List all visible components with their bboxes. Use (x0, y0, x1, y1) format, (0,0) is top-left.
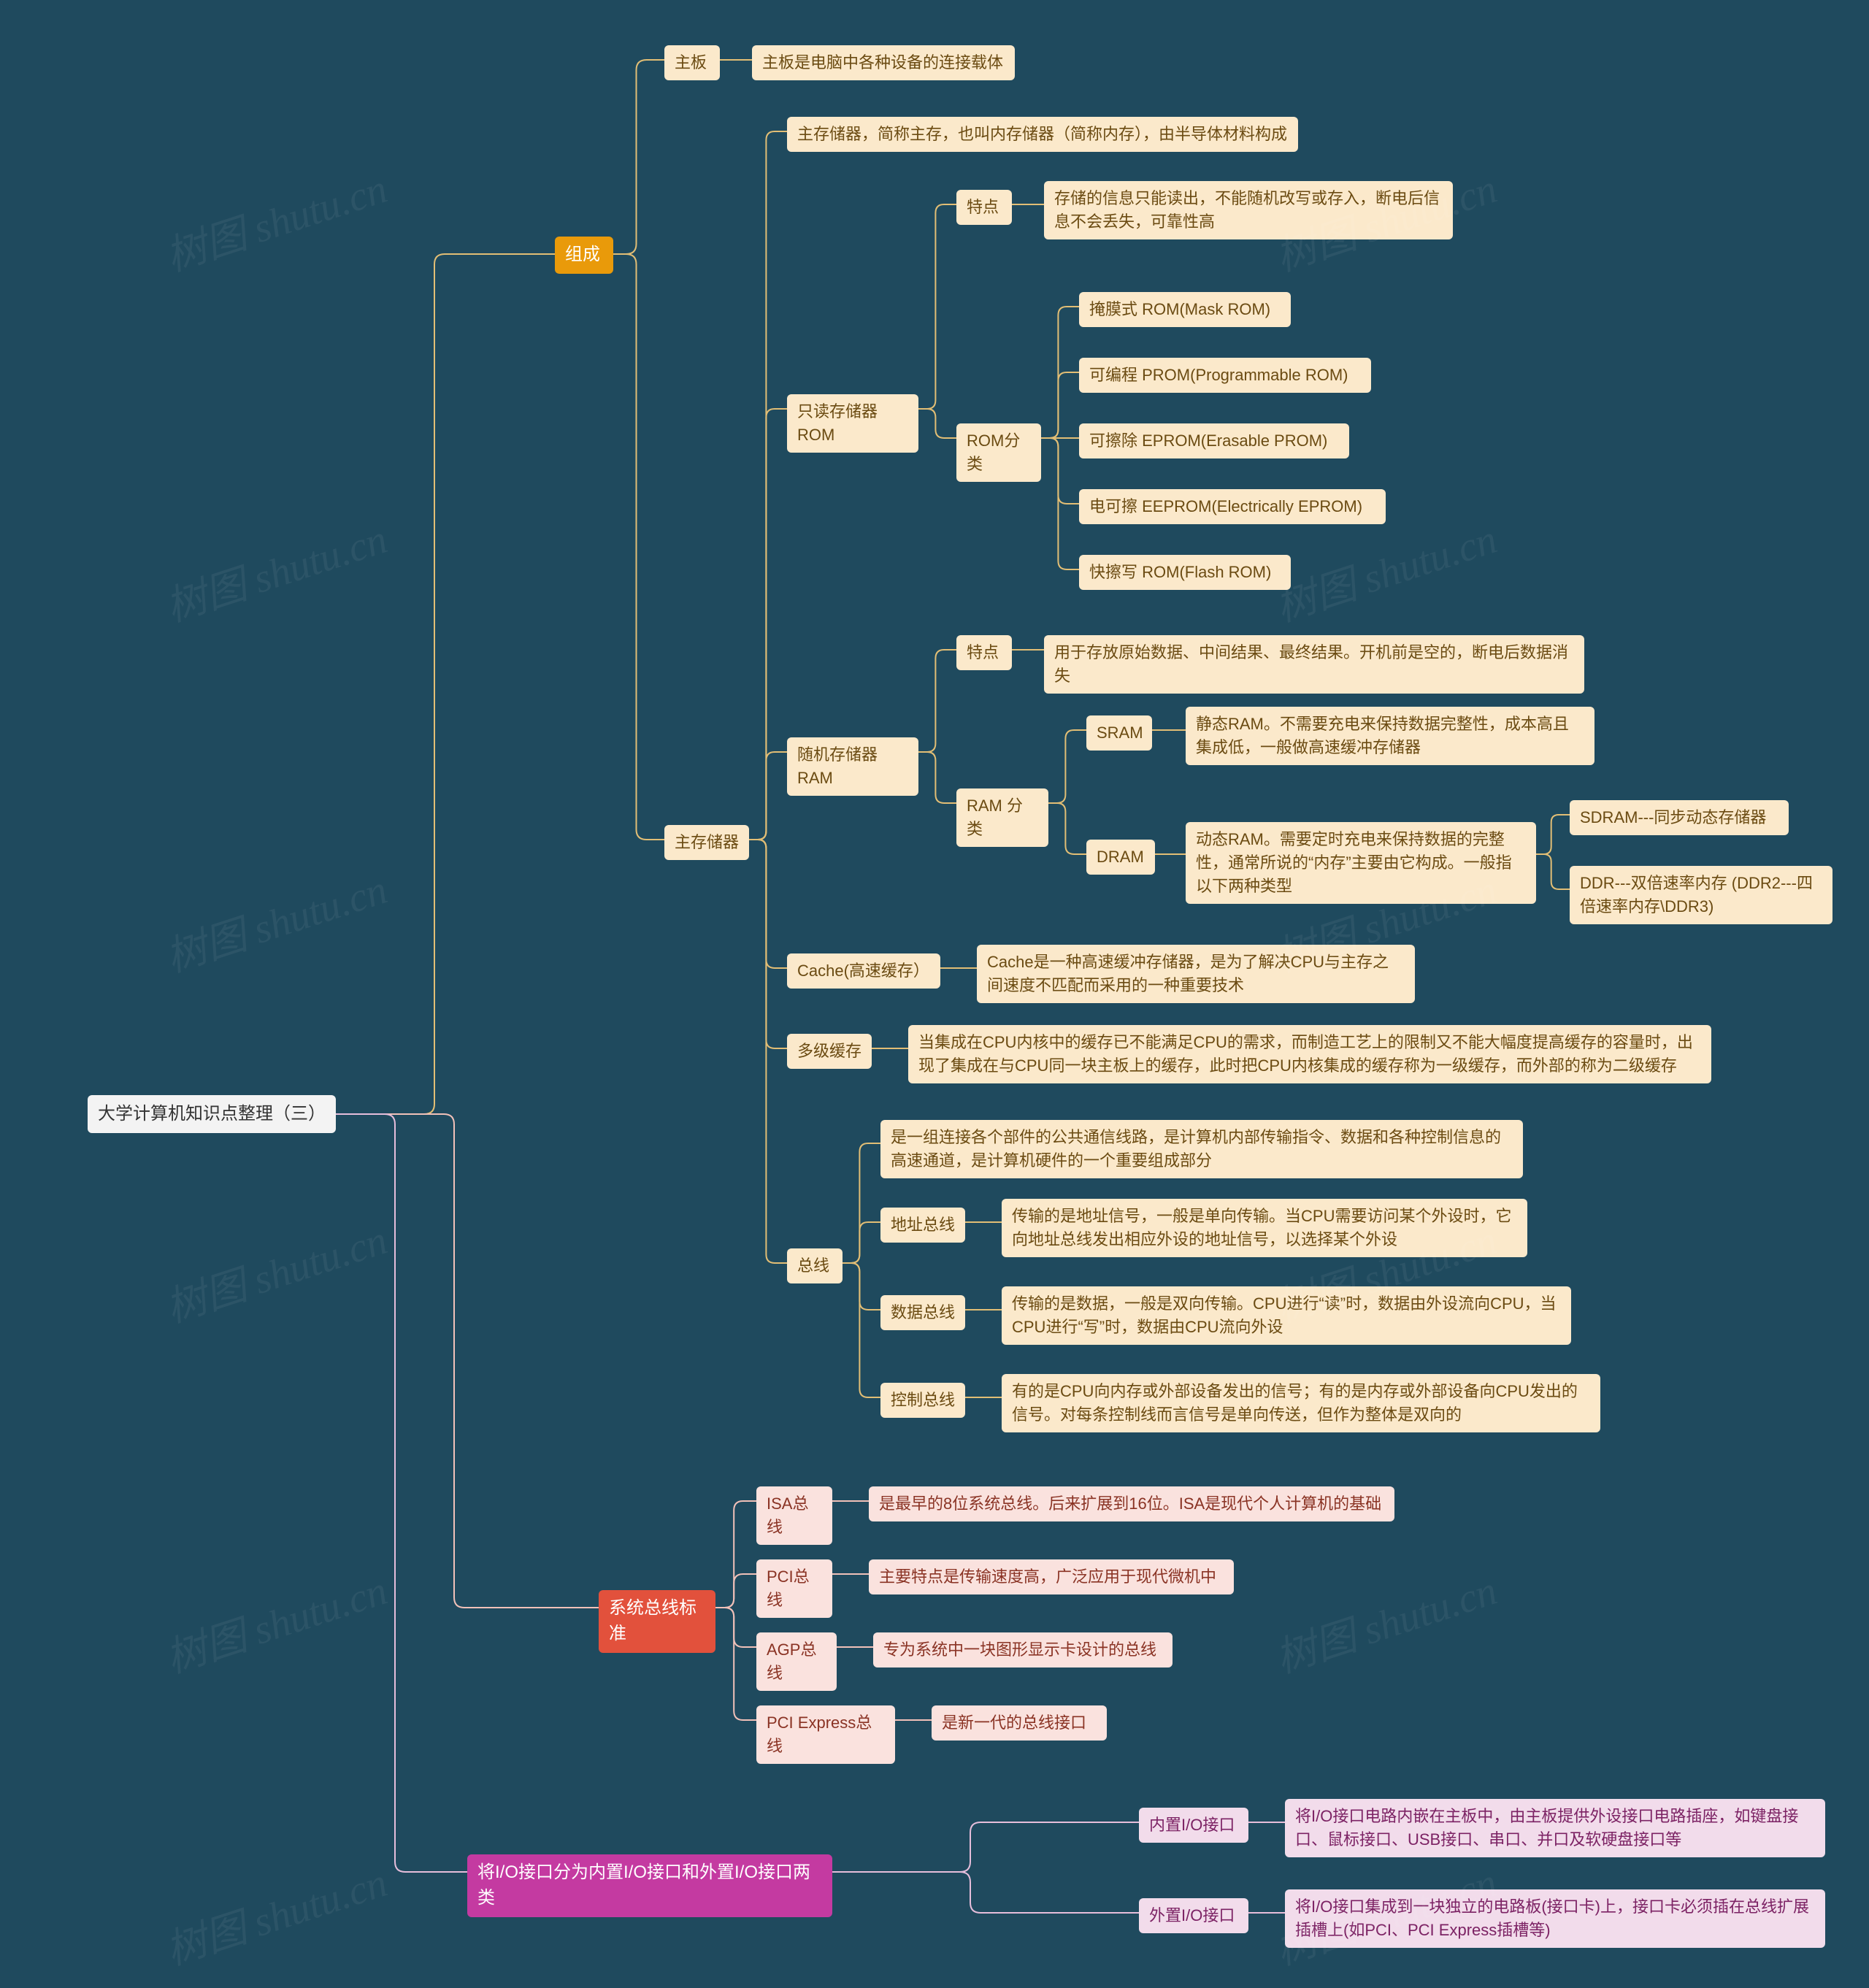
connector (749, 840, 787, 1048)
connector (1041, 372, 1079, 438)
node-rom_prom: 可编程 PROM(Programmable ROM) (1079, 358, 1371, 393)
connector (749, 131, 787, 840)
node-rom_td: 特点 (956, 190, 1012, 225)
connector (336, 254, 555, 1114)
connector (832, 1822, 1139, 1872)
connector (832, 1872, 1139, 1913)
connector (749, 840, 787, 1263)
node-zucheng: 组成 (555, 237, 613, 274)
node-dram_desc: 动态RAM。需要定时充电来保持数据的完整性，通常所说的“内存”主要由它构成。一般… (1186, 822, 1536, 904)
connector (918, 204, 956, 409)
node-sram: SRAM (1086, 715, 1152, 751)
watermark: 树图 shutu.cn (1267, 1557, 1503, 1684)
connector (1048, 803, 1086, 854)
connector (336, 1114, 599, 1608)
connector (918, 409, 956, 438)
node-cache: Cache(高速缓存） (787, 953, 940, 989)
node-isa: ISA总线 (756, 1486, 832, 1545)
connector (843, 1263, 880, 1397)
node-io_out: 外置I/O接口 (1139, 1898, 1248, 1933)
connector (1041, 438, 1079, 569)
node-zhuban: 主板 (664, 45, 720, 80)
node-io: 将I/O接口分为内置I/O接口和外置I/O接口两类 (467, 1854, 832, 1917)
connector (749, 752, 787, 840)
connector (918, 752, 956, 803)
node-rom_td_desc: 存储的信息只能读出，不能随机改写或存入，断电后信息不会丢失，可靠性高 (1044, 181, 1453, 239)
watermark: 树图 shutu.cn (157, 1849, 394, 1976)
node-rom_flash: 快擦写 ROM(Flash ROM) (1079, 555, 1291, 590)
node-xtzx: 系统总线标准 (599, 1590, 715, 1653)
node-kzzx: 控制总线 (880, 1383, 965, 1418)
node-sjzx: 数据总线 (880, 1295, 965, 1330)
connector (715, 1608, 756, 1720)
connector (1048, 730, 1086, 803)
node-rom_eeprom: 电可擦 EEPROM(Electrically EPROM) (1079, 489, 1386, 524)
watermark: 树图 shutu.cn (157, 1557, 394, 1684)
node-pcie: PCI Express总线 (756, 1705, 895, 1764)
connector (1041, 307, 1079, 438)
node-sram_desc: 静态RAM。不需要充电来保持数据完整性，成本高且集成低，一般做高速缓冲存储器 (1186, 707, 1594, 765)
node-rom_fl: ROM分类 (956, 423, 1041, 482)
node-zhucun_desc: 主存储器，简称主存，也叫内存储器（简称内存），由半导体材料构成 (787, 117, 1298, 152)
node-isa_desc: 是最早的8位系统总线。后来扩展到16位。ISA是现代个人计算机的基础 (869, 1486, 1394, 1521)
node-djhc: 多级缓存 (787, 1034, 872, 1069)
connector (1536, 815, 1570, 854)
node-io_in: 内置I/O接口 (1139, 1808, 1248, 1843)
node-agp: AGP总线 (756, 1632, 837, 1691)
watermark: 树图 shutu.cn (1267, 506, 1503, 633)
node-sdram: SDRAM---同步动态存储器 (1570, 800, 1789, 835)
connector (749, 409, 787, 840)
connector (749, 840, 787, 968)
connector (918, 650, 956, 752)
connector (336, 1114, 467, 1872)
connector (843, 1263, 880, 1310)
node-pci: PCI总线 (756, 1559, 832, 1618)
connector (613, 254, 664, 840)
node-root: 大学计算机知识点整理（三） (88, 1095, 336, 1133)
connector (843, 1222, 880, 1263)
connector (1041, 438, 1079, 504)
node-dzzx: 地址总线 (880, 1208, 965, 1243)
node-rom_mask: 掩膜式 ROM(Mask ROM) (1079, 292, 1291, 327)
node-zhucun: 主存储器 (664, 825, 749, 860)
node-dram: DRAM (1086, 840, 1155, 875)
connector (715, 1608, 756, 1647)
node-kzzx_desc: 有的是CPU向内存或外部设备发出的信号；有的是内存或外部设备向CPU发出的信号。… (1002, 1374, 1600, 1432)
node-pci_desc: 主要特点是传输速度高，广泛应用于现代微机中 (869, 1559, 1234, 1594)
connector (715, 1574, 756, 1608)
connector (843, 1143, 880, 1263)
connector (715, 1501, 756, 1608)
node-ram_fl: RAM 分类 (956, 788, 1048, 847)
connector (1536, 854, 1570, 889)
node-zhuban_desc: 主板是电脑中各种设备的连接载体 (752, 45, 1015, 80)
node-dzzx_desc: 传输的是地址信号，一般是单向传输。当CPU需要访问某个外设时，它向地址总线发出相… (1002, 1199, 1527, 1257)
watermark: 树图 shutu.cn (157, 856, 394, 983)
node-pcie_desc: 是新一代的总线接口 (932, 1705, 1107, 1741)
watermark: 树图 shutu.cn (157, 1207, 394, 1334)
node-rom_eprom: 可擦除 EPROM(Erasable PROM) (1079, 423, 1349, 458)
node-zx_desc: 是一组连接各个部件的公共通信线路，是计算机内部传输指令、数据和各种控制信息的高速… (880, 1120, 1523, 1178)
node-io_out_desc: 将I/O接口集成到一块独立的电路板(接口卡)上，接口卡必须插在总线扩展插槽上(如… (1285, 1889, 1825, 1948)
node-rom: 只读存储器ROM (787, 394, 918, 453)
connector (613, 60, 664, 254)
node-ram_td: 特点 (956, 635, 1012, 670)
node-io_in_desc: 将I/O接口电路内嵌在主板中，由主板提供外设接口电路插座，如键盘接口、鼠标接口、… (1285, 1799, 1825, 1857)
node-zongxian: 总线 (787, 1248, 843, 1283)
connector-layer (0, 0, 1869, 1988)
node-ram_td_desc: 用于存放原始数据、中间结果、最终结果。开机前是空的，断电后数据消失 (1044, 635, 1584, 694)
node-ddr: DDR---双倍速率内存 (DDR2---四倍速率内存\DDR3) (1570, 866, 1832, 924)
node-djhc_desc: 当集成在CPU内核中的缓存已不能满足CPU的需求，而制造工艺上的限制又不能大幅度… (908, 1025, 1711, 1083)
node-cache_desc: Cache是一种高速缓冲存储器，是为了解决CPU与主存之间速度不匹配而采用的一种… (977, 945, 1415, 1003)
watermark: 树图 shutu.cn (157, 156, 394, 283)
node-ram: 随机存储器RAM (787, 737, 918, 796)
watermark: 树图 shutu.cn (157, 506, 394, 633)
node-agp_desc: 专为系统中一块图形显示卡设计的总线 (873, 1632, 1173, 1667)
node-sjzx_desc: 传输的是数据，一般是双向传输。CPU进行“读”时，数据由外设流向CPU，当CPU… (1002, 1286, 1571, 1345)
